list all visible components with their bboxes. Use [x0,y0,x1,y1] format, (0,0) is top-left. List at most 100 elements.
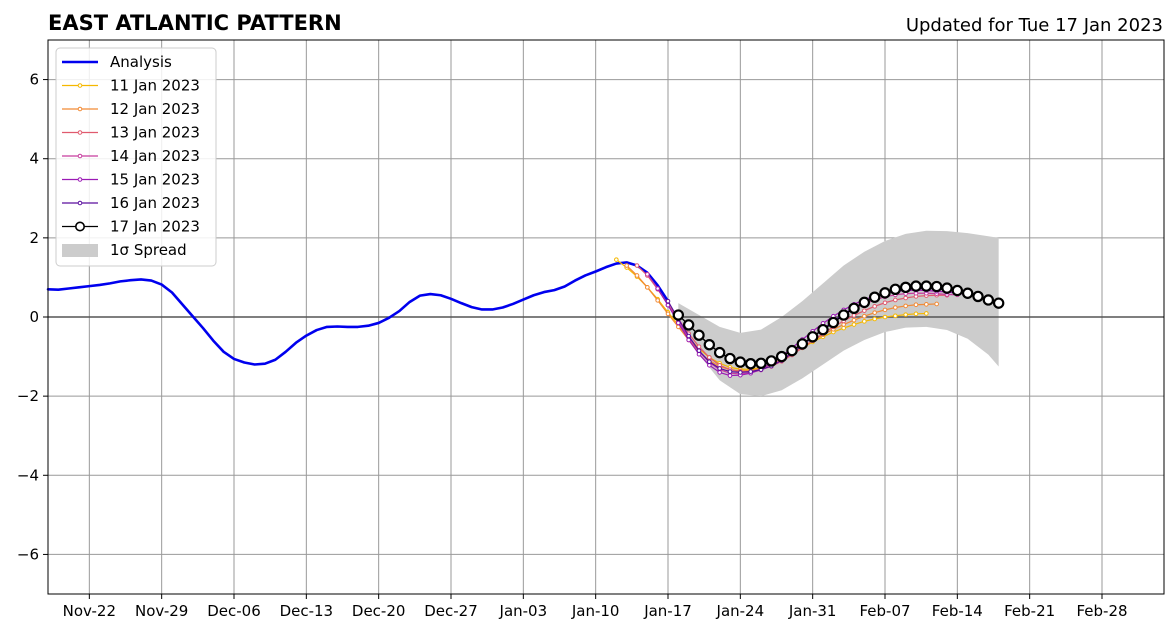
forecast-point [851,317,857,323]
legend-label: 11 Jan 2023 [110,77,200,95]
forecast-point [961,287,974,299]
legend-label: 16 Jan 2023 [110,194,200,212]
forecast-point [913,302,919,308]
x-tick-label: Dec-13 [280,602,334,620]
forecast-point [696,351,702,357]
forecast-point [724,352,736,365]
forecast-point [775,350,788,363]
forecast-point [903,295,908,301]
legend: Analysis 11 Jan 2023 12 Jan 2023 13 Jan 202… [55,47,217,267]
x-tick-label: Nov-22 [63,602,116,620]
forecast-point [882,300,888,306]
legend-label: 13 Jan 2023 [110,124,200,142]
forecast-point [738,370,743,375]
legend-item-16-jan-2023: 16 Jan 2023 [62,194,200,212]
forecast-point [862,313,867,319]
forecast-point [817,323,829,336]
legend-swatch [62,244,98,257]
analysis-line [46,261,670,366]
forecast-point [727,373,733,378]
forecast-point [796,338,809,350]
forecast-point [982,294,995,306]
forecast-point [765,355,778,367]
forecast-point [992,297,1005,309]
forecast-point [786,344,798,357]
legend-marker [77,130,83,135]
x-tick-label: Jan-31 [788,602,837,620]
forecast-point [848,302,860,314]
forecast-point [624,263,629,268]
forecast-point [837,309,850,321]
analysis-series-layer [46,261,670,366]
legend-marker [77,83,83,88]
forecast-point [665,311,671,317]
forecast-point [893,305,898,310]
x-axis-ticks: Nov-22 Nov-29 Dec-06 Dec-13 Dec-20 Dec-27 Jan-… [63,594,1128,620]
legend-item-13-jan-2023: 13 Jan 2023 [62,124,200,142]
forecast-point [851,313,857,318]
legend-item-1-spread: 1σ Spread [62,241,187,259]
legend-marker [77,106,83,112]
x-tick-label: Nov-29 [135,602,188,620]
legend-item-17-jan-2023: 17 Jan 2023 [62,218,200,236]
forecast-point [930,280,943,293]
forecast-point [713,346,726,359]
forecast-point [703,339,716,351]
y-tick-label: 6 [29,71,39,89]
legend-label: 14 Jan 2023 [110,147,200,165]
forecast-point [665,298,671,304]
forecast-point [862,308,867,313]
x-tick-label: Dec-27 [424,602,478,620]
chart-title: EAST ATLANTIC PATTERN [48,11,342,35]
forecast-point [717,366,722,371]
y-tick-label: −6 [17,545,39,563]
x-tick-label: Feb-14 [932,602,983,620]
forecast-point [672,309,685,321]
legend-marker [77,153,83,159]
forecast-point [934,301,939,307]
legend-marker [75,221,86,232]
x-tick-label: Feb-07 [859,602,910,620]
forecast-point [924,302,929,307]
x-tick-label: Feb-28 [1076,602,1127,620]
forecast-point [614,257,619,262]
forecast-point [841,322,846,327]
legend-marker [77,200,83,206]
legend-item-12-jan-2023: 12 Jan 2023 [62,100,200,118]
y-axis-ticks: −6 −4 −2 0 2 4 6 [17,71,48,563]
y-tick-label: −4 [17,466,39,484]
y-tick-label: 4 [29,150,39,168]
legend-item-11-jan-2023: 11 Jan 2023 [62,77,200,95]
forecast-point [872,304,877,309]
forecast-point [693,329,705,341]
y-tick-label: 0 [29,308,39,326]
forecast-series-17-jan-2023 [672,280,1005,370]
legend-item-15-jan-2023: 15 Jan 2023 [62,171,200,189]
forecast-point [872,310,877,315]
forecast-point [924,311,929,316]
x-tick-label: Dec-06 [207,602,261,620]
x-tick-label: Jan-10 [571,602,620,620]
legend-label: Analysis [110,53,172,71]
legend-item-14-jan-2023: 14 Jan 2023 [62,147,200,165]
legend-marker [77,177,83,182]
forecast-point [748,369,753,374]
legend-label: 17 Jan 2023 [110,218,200,236]
forecast-point [889,283,902,295]
forecast-point [903,303,908,309]
forecast-point [717,370,722,375]
forecast-point [858,296,871,309]
forecast-point [696,348,702,353]
forecast-point [744,357,757,370]
forecast-point [893,313,898,319]
legend-box [55,47,217,267]
chart-subtitle: Updated for Tue 17 Jan 2023 [906,15,1163,36]
forecast-point [851,322,857,327]
forecast-point [882,307,888,313]
legend-label: 15 Jan 2023 [110,171,200,189]
x-tick-label: Jan-24 [716,602,765,620]
forecast-point [634,273,640,278]
forecast-point [972,290,984,303]
x-tick-label: Jan-17 [643,602,692,620]
